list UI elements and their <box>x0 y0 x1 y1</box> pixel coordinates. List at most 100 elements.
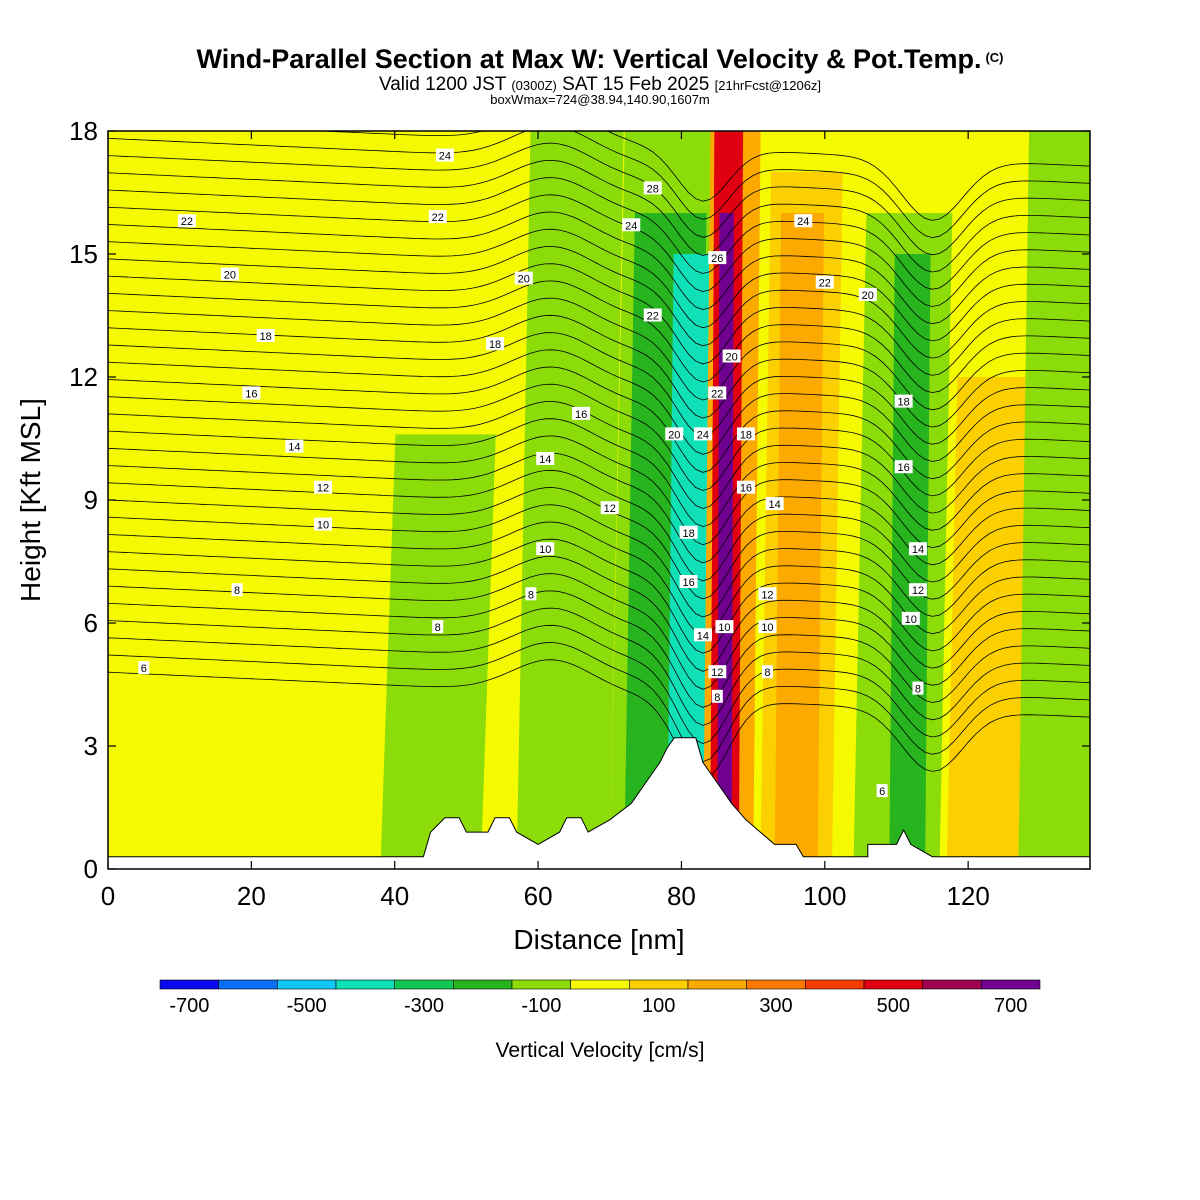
y-tick-label: 18 <box>69 116 98 146</box>
colorbar-swatch <box>394 979 454 990</box>
theta-label-text: 22 <box>819 278 831 290</box>
velocity-fill-layer <box>108 131 1090 869</box>
colorbar-tick-label: -100 <box>521 995 561 1017</box>
theta-contour-label: 24 <box>622 218 641 232</box>
theta-contour-label: 6 <box>138 661 150 675</box>
theta-label-text: 10 <box>317 520 329 532</box>
theta-contour-line <box>108 418 1090 531</box>
theta-label-text: 24 <box>439 151 451 163</box>
x-tick-label: 100 <box>803 881 846 911</box>
theta-contour-label: 24 <box>693 427 712 441</box>
valid-date: SAT 15 Feb 2025 <box>562 74 710 95</box>
theta-label-text: 14 <box>912 544 924 556</box>
theta-label-bg <box>693 427 712 441</box>
chart-subtitle-boxwmax: boxWmax=724@38.94,140.90,1607m <box>490 92 710 107</box>
theta-contour-label: 20 <box>858 288 877 302</box>
theta-label-text: 10 <box>718 622 730 634</box>
theta-contour-label: 20 <box>514 271 533 286</box>
theta-contour-label: 10 <box>314 517 333 532</box>
theta-contour-label: 10 <box>715 620 734 634</box>
theta-contour-line <box>108 521 1090 636</box>
theta-label-bg <box>912 681 924 695</box>
theta-label-text: 14 <box>288 442 300 454</box>
theta-label-bg <box>242 386 261 400</box>
theta-contour-line <box>108 590 1090 708</box>
theta-label-bg <box>643 308 662 322</box>
colorbar-swatch <box>159 979 219 990</box>
theta-contour-line <box>108 332 1090 445</box>
theta-contour-label: 24 <box>794 214 813 228</box>
theta-contour-label: 26 <box>708 251 727 265</box>
theta-contour-label: 24 <box>435 148 454 163</box>
theta-label-text: 16 <box>682 577 694 589</box>
fill-band-green-right-dark <box>889 254 931 869</box>
theta-contour-line <box>108 280 1090 394</box>
theta-contour-label: 18 <box>679 525 698 540</box>
theta-label-text: 22 <box>647 311 659 323</box>
theta-label-text: 16 <box>575 409 587 421</box>
theta-contour-label: 16 <box>894 460 913 474</box>
fill-band-yellow-right-lobe <box>946 377 1030 869</box>
theta-label-bg <box>435 148 454 162</box>
colorbar-swatch <box>863 979 923 990</box>
colorbar-swatch <box>922 979 982 990</box>
theta-contour-label: 20 <box>722 349 741 364</box>
theta-contour-line <box>108 573 1090 690</box>
theta-label-text: 10 <box>539 544 551 556</box>
chart-title-text: Wind-Parallel Section at Max W: Vertical… <box>196 44 982 74</box>
x-axis-title: Distance [nm] <box>513 924 684 955</box>
theta-label-text: 10 <box>761 622 773 634</box>
theta-label-bg <box>736 427 755 441</box>
theta-contour-label: 14 <box>765 497 784 511</box>
theta-contour-label: 8 <box>525 587 537 601</box>
theta-label-bg <box>428 210 447 224</box>
theta-label-bg <box>177 214 196 228</box>
colorbar-tick-label: 300 <box>759 995 792 1017</box>
theta-contour-line <box>108 642 1090 763</box>
colorbar-tick-label: 700 <box>994 995 1027 1017</box>
theta-label-bg <box>693 628 712 642</box>
theta-contour-line <box>108 228 1090 342</box>
theta-contour-line <box>108 400 1090 514</box>
theta-label-text: 16 <box>740 483 752 495</box>
theta-label-text: 8 <box>528 589 534 601</box>
theta-contour-line <box>108 452 1090 566</box>
theta-label-text: 22 <box>432 212 444 224</box>
theta-contour-label: 8 <box>912 681 924 696</box>
theta-label-text: 18 <box>740 429 752 441</box>
colorbar-swatch <box>335 979 395 990</box>
y-tick-label: 0 <box>84 854 98 884</box>
theta-label-bg <box>758 587 777 601</box>
theta-label-text: 6 <box>141 663 147 675</box>
theta-label-text: 8 <box>764 667 770 679</box>
theta-label-bg <box>665 427 684 441</box>
chart-title: Wind-Parallel Section at Max W: Vertical… <box>0 44 1200 75</box>
colorbar-swatch <box>218 979 278 990</box>
colorbar-tick-label: -300 <box>404 995 444 1017</box>
theta-label-bg <box>256 329 275 342</box>
theta-label-bg <box>894 394 913 408</box>
theta-contour-line <box>108 504 1090 618</box>
theta-label-text: 28 <box>647 183 659 195</box>
theta-label-text: 24 <box>625 220 637 232</box>
theta-contour-label: 22 <box>177 214 196 228</box>
theta-label-bg <box>708 251 727 265</box>
theta-contour-line <box>108 246 1090 359</box>
theta-label-text: 12 <box>711 667 723 679</box>
theta-contour-label: 10 <box>536 542 555 556</box>
theta-label-text: 12 <box>761 589 773 601</box>
colorbar-swatch <box>805 979 865 990</box>
theta-contour-label: 20 <box>665 427 684 441</box>
theta-label-text: 12 <box>317 483 329 495</box>
theta-label-bg <box>894 460 913 474</box>
theta-contour-label: 20 <box>220 267 239 282</box>
theta-label-bg <box>736 480 755 494</box>
theta-label-bg <box>761 665 773 679</box>
theta-label-bg <box>285 439 304 453</box>
theta-contour-label: 18 <box>256 329 275 343</box>
theta-contour-label: 22 <box>428 210 447 224</box>
theta-label-text: 8 <box>915 684 921 696</box>
theta-label-bg <box>536 542 555 556</box>
y-tick-label: 9 <box>84 485 98 515</box>
theta-contour-label: 28 <box>643 181 662 195</box>
